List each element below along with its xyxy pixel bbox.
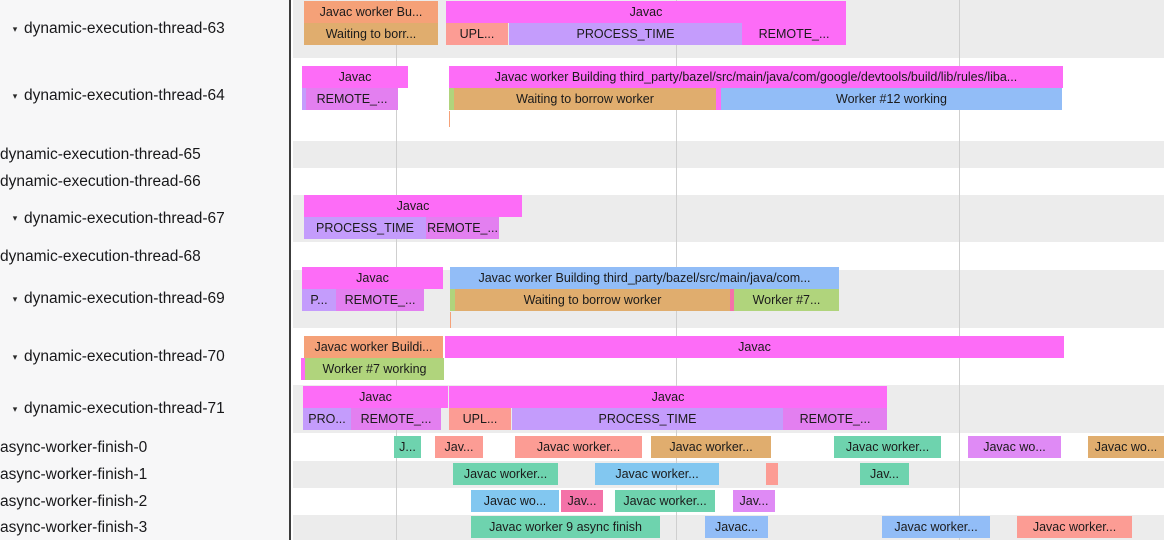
timeline-canvas[interactable]: Javac worker Bu... Waiting to borr... Java… bbox=[293, 0, 1164, 540]
trace-slice[interactable]: Worker #7... bbox=[734, 289, 839, 311]
track-label: dynamic-execution-thread-70 bbox=[24, 348, 225, 365]
trace-slice[interactable]: Javac bbox=[304, 195, 522, 217]
trace-slice[interactable] bbox=[766, 463, 778, 485]
trace-slice[interactable]: PROCESS_TIME bbox=[304, 217, 426, 239]
trace-slice[interactable]: Waiting to borrow worker bbox=[454, 88, 716, 110]
trace-slice[interactable]: Jav... bbox=[860, 463, 909, 485]
track-label: dynamic-execution-thread-67 bbox=[24, 209, 225, 227]
trace-slice[interactable]: J... bbox=[394, 436, 421, 458]
trace-slice[interactable]: Javac wo... bbox=[968, 436, 1061, 458]
trace-slice[interactable]: PROCESS_TIME bbox=[512, 408, 783, 430]
track-label: dynamic-execution-thread-71 bbox=[24, 400, 225, 417]
trace-slice[interactable]: Javac worker... bbox=[1017, 516, 1132, 538]
trace-slice[interactable]: P... bbox=[302, 289, 336, 311]
track-label: dynamic-execution-thread-69 bbox=[24, 290, 225, 307]
trace-slice[interactable]: Javac worker... bbox=[834, 436, 941, 458]
trace-slice[interactable]: Javac worker... bbox=[651, 436, 771, 458]
track-row-async-worker-finish-3[interactable]: async-worker-finish-3 bbox=[0, 515, 289, 540]
trace-slice[interactable]: Javac bbox=[302, 66, 408, 88]
trace-slice[interactable]: REMOTE_... bbox=[306, 88, 398, 110]
row-band bbox=[293, 488, 1164, 515]
trace-slice[interactable]: Javac bbox=[303, 386, 448, 408]
trace-slice[interactable]: Javac bbox=[446, 1, 846, 23]
trace-slice[interactable] bbox=[730, 289, 736, 311]
slice-start-tick bbox=[449, 111, 450, 127]
track-row-dynamic-execution-thread-68[interactable]: dynamic-execution-thread-68 bbox=[0, 243, 289, 270]
trace-slice[interactable]: PROCESS_TIME bbox=[509, 23, 742, 45]
trace-slice[interactable]: Javac worker Building third_party/bazel/… bbox=[449, 66, 1063, 88]
trace-slice[interactable]: Javac wo... bbox=[1088, 436, 1164, 458]
track-label: dynamic-execution-thread-63 bbox=[24, 20, 225, 37]
trace-slice[interactable]: REMOTE_... bbox=[783, 408, 887, 430]
track-label: dynamic-execution-thread-66 bbox=[0, 172, 201, 190]
trace-slice[interactable]: PRO... bbox=[303, 408, 351, 430]
track-row-dynamic-execution-thread-65[interactable]: dynamic-execution-thread-65 bbox=[0, 141, 289, 168]
track-row-dynamic-execution-thread-64[interactable]: ▾ dynamic-execution-thread-64 bbox=[0, 62, 289, 130]
trace-slice[interactable] bbox=[301, 358, 307, 380]
chevron-down-icon[interactable]: ▾ bbox=[12, 293, 18, 304]
track-label: dynamic-execution-thread-68 bbox=[0, 247, 201, 265]
trace-slice[interactable]: Javac worker Building third_party/bazel/… bbox=[450, 267, 839, 289]
slice-start-tick bbox=[450, 312, 451, 328]
trace-slice[interactable]: Javac worker... bbox=[615, 490, 715, 512]
trace-slice[interactable]: REMOTE_... bbox=[351, 408, 441, 430]
trace-slice[interactable]: Javac bbox=[449, 386, 887, 408]
track-row-async-worker-finish-1[interactable]: async-worker-finish-1 bbox=[0, 461, 289, 488]
chevron-down-icon[interactable]: ▾ bbox=[12, 403, 18, 414]
trace-slice[interactable]: Worker #12 working bbox=[721, 88, 1062, 110]
track-label: async-worker-finish-3 bbox=[0, 518, 148, 536]
trace-slice[interactable]: Javac wo... bbox=[471, 490, 559, 512]
trace-slice[interactable]: UPL... bbox=[446, 23, 508, 45]
trace-slice[interactable]: Waiting to borr... bbox=[304, 23, 438, 45]
trace-slice[interactable]: Javac worker Buildi... bbox=[304, 336, 443, 358]
chevron-down-icon[interactable]: ▾ bbox=[12, 213, 18, 223]
row-band bbox=[293, 461, 1164, 488]
trace-slice[interactable]: Javac... bbox=[705, 516, 768, 538]
row-band bbox=[293, 141, 1164, 168]
track-row-dynamic-execution-thread-67[interactable]: ▾ dynamic-execution-thread-67 bbox=[0, 195, 289, 242]
track-label: async-worker-finish-0 bbox=[0, 438, 148, 456]
trace-slice[interactable]: Jav... bbox=[435, 436, 483, 458]
track-label: dynamic-execution-thread-65 bbox=[0, 145, 201, 163]
trace-slice[interactable]: Javac bbox=[302, 267, 443, 289]
trace-slice[interactable]: Javac worker... bbox=[453, 463, 558, 485]
row-band bbox=[293, 168, 1164, 195]
trace-slice[interactable]: Javac worker... bbox=[515, 436, 642, 458]
track-row-dynamic-execution-thread-63[interactable]: ▾ dynamic-execution-thread-63 bbox=[0, 0, 289, 58]
trace-slice[interactable] bbox=[450, 289, 456, 311]
track-name-gutter[interactable]: ▾ dynamic-execution-thread-63 ▾ dynamic-exe… bbox=[0, 0, 291, 540]
trace-slice[interactable] bbox=[302, 88, 308, 110]
trace-slice[interactable]: Javac worker... bbox=[595, 463, 719, 485]
trace-slice[interactable] bbox=[716, 88, 722, 110]
trace-slice[interactable]: REMOTE_... bbox=[742, 23, 846, 45]
track-label: dynamic-execution-thread-64 bbox=[24, 87, 225, 104]
track-label: async-worker-finish-1 bbox=[0, 465, 148, 483]
time-gridline bbox=[959, 0, 960, 540]
track-row-dynamic-execution-thread-66[interactable]: dynamic-execution-thread-66 bbox=[0, 168, 289, 195]
trace-slice[interactable] bbox=[449, 88, 455, 110]
trace-slice[interactable]: Javac worker Bu... bbox=[304, 1, 438, 23]
row-band bbox=[293, 243, 1164, 270]
chevron-down-icon[interactable]: ▾ bbox=[12, 90, 18, 101]
chevron-down-icon[interactable]: ▾ bbox=[12, 23, 18, 34]
trace-slice[interactable]: Worker #7 working bbox=[305, 358, 444, 380]
trace-slice[interactable]: REMOTE_... bbox=[426, 217, 499, 239]
track-label: async-worker-finish-2 bbox=[0, 492, 148, 510]
trace-slice[interactable]: REMOTE_... bbox=[336, 289, 424, 311]
track-row-async-worker-finish-2[interactable]: async-worker-finish-2 bbox=[0, 488, 289, 515]
track-row-async-worker-finish-0[interactable]: async-worker-finish-0 bbox=[0, 434, 289, 461]
track-row-dynamic-execution-thread-71[interactable]: ▾ dynamic-execution-thread-71 bbox=[0, 385, 289, 433]
chevron-down-icon[interactable]: ▾ bbox=[12, 351, 18, 362]
track-row-dynamic-execution-thread-70[interactable]: ▾ dynamic-execution-thread-70 bbox=[0, 331, 289, 383]
trace-slice[interactable]: Javac worker... bbox=[882, 516, 990, 538]
trace-slice[interactable]: Jav... bbox=[561, 490, 603, 512]
trace-slice[interactable]: UPL... bbox=[449, 408, 511, 430]
track-row-dynamic-execution-thread-69[interactable]: ▾ dynamic-execution-thread-69 bbox=[0, 270, 289, 328]
trace-slice[interactable]: Javac worker 9 async finish bbox=[471, 516, 660, 538]
trace-slice[interactable]: Waiting to borrow worker bbox=[455, 289, 730, 311]
trace-slice[interactable]: Jav... bbox=[733, 490, 775, 512]
trace-slice[interactable]: Javac bbox=[445, 336, 1064, 358]
